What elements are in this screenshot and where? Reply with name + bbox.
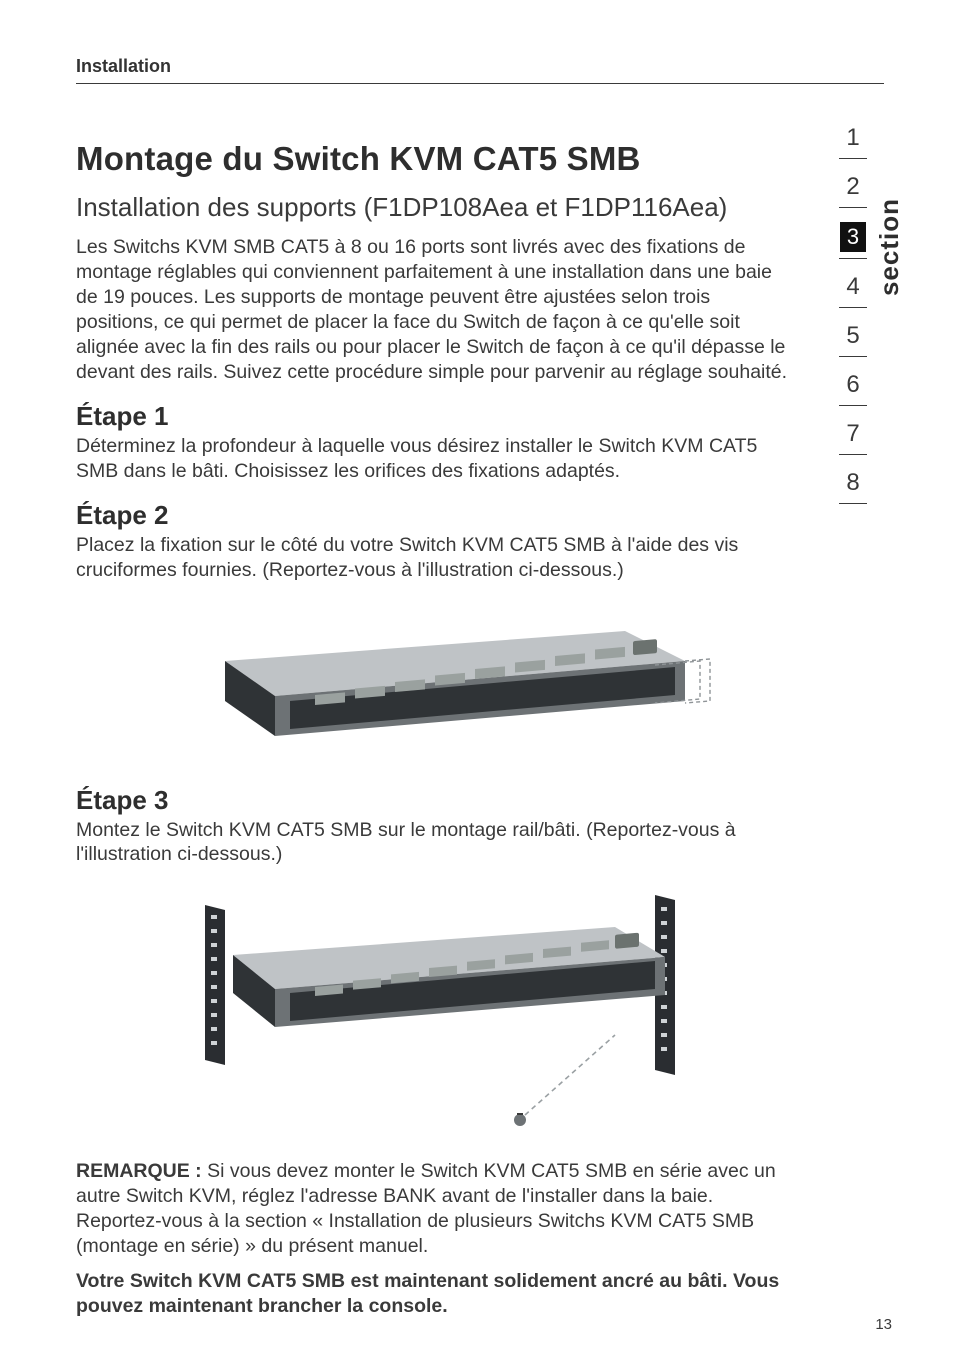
intro-paragraph: Les Switchs KVM SMB CAT5 à 8 ou 16 ports… (76, 235, 794, 385)
header-rule (76, 83, 884, 84)
page-title: Montage du Switch KVM CAT5 SMB (76, 140, 794, 178)
side-nav-sep (839, 258, 867, 259)
switch-illustration-1-icon (155, 601, 715, 771)
step-1-heading: Étape 1 (76, 401, 794, 432)
side-nav-1[interactable]: 1 (840, 124, 866, 152)
page-subtitle: Installation des supports (F1DP108Aea et… (76, 192, 794, 223)
side-nav-sep (839, 207, 867, 208)
side-nav-sep (839, 158, 867, 159)
side-nav-4[interactable]: 4 (840, 273, 866, 301)
step-2-text: Placez la fixation sur le côté du votre … (76, 533, 794, 583)
side-nav-sep (839, 307, 867, 308)
main-content: Montage du Switch KVM CAT5 SMB Installat… (76, 140, 884, 1319)
figure-2 (76, 885, 794, 1145)
side-nav-2[interactable]: 2 (840, 173, 866, 201)
switch-illustration-2-icon (155, 885, 715, 1145)
step-2-heading: Étape 2 (76, 500, 794, 531)
side-nav-sep (839, 454, 867, 455)
side-nav-7[interactable]: 7 (840, 420, 866, 448)
side-section-nav: 1 2 3 4 5 6 7 8 section (840, 124, 894, 518)
side-nav-numbers: 1 2 3 4 5 6 7 8 (840, 124, 866, 518)
side-nav-8[interactable]: 8 (840, 469, 866, 497)
side-nav-6[interactable]: 6 (840, 371, 866, 399)
step-1-text: Déterminez la profondeur à laquelle vous… (76, 434, 794, 484)
page: Installation 1 2 3 4 5 6 7 8 section Mon… (0, 0, 954, 1363)
note-paragraph: REMARQUE : Si vous devez monter le Switc… (76, 1159, 794, 1259)
side-nav-section-label: section (874, 198, 905, 296)
side-nav-sep (839, 503, 867, 504)
step-3-heading: Étape 3 (76, 785, 794, 816)
note-label: REMARQUE : (76, 1160, 202, 1182)
side-nav-5[interactable]: 5 (840, 322, 866, 350)
side-nav-sep (839, 405, 867, 406)
step-3-text: Montez le Switch KVM CAT5 SMB sur le mon… (76, 818, 794, 868)
header-title: Installation (76, 56, 171, 77)
header: Installation (76, 56, 884, 77)
page-number: 13 (875, 1316, 892, 1333)
closing-paragraph: Votre Switch KVM CAT5 SMB est maintenant… (76, 1269, 794, 1319)
side-nav-sep (839, 356, 867, 357)
figure-1 (76, 601, 794, 771)
side-nav-3-active[interactable]: 3 (840, 222, 866, 252)
